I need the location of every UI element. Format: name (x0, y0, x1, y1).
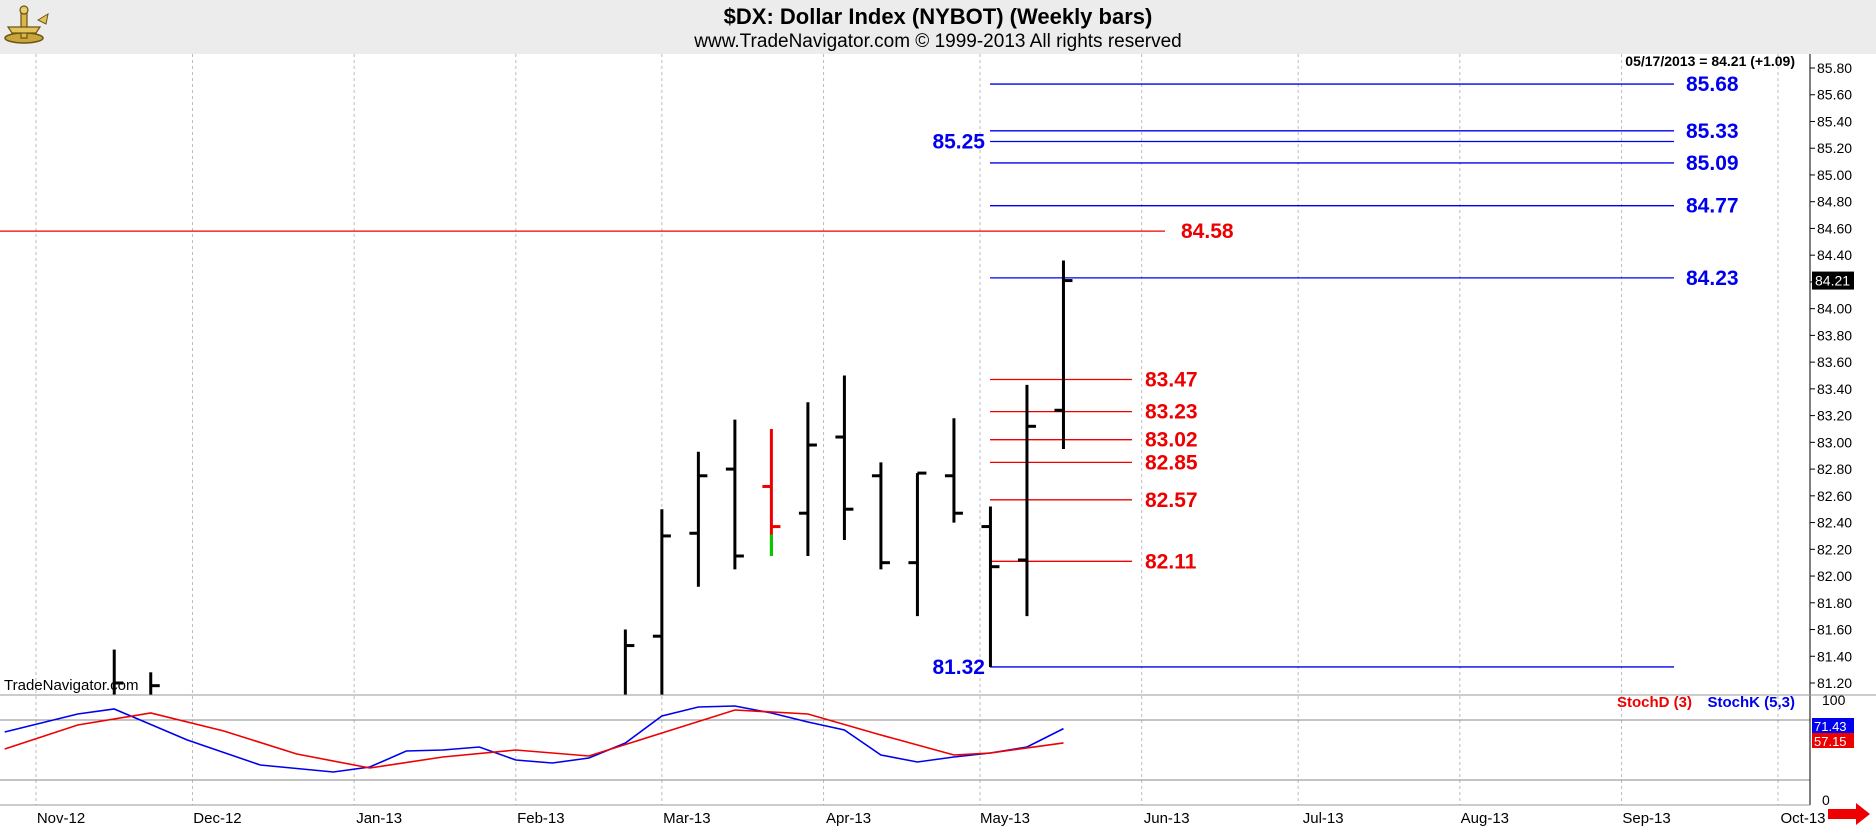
last-price-label: 84.21 (1815, 273, 1850, 289)
stochd-legend: StochD (3) (1617, 694, 1692, 711)
level-label: 81.32 (932, 656, 985, 679)
stoch-value-label: 57.15 (1814, 734, 1847, 749)
chart-subtitle: www.TradeNavigator.com © 1999-2013 All r… (694, 31, 1182, 52)
price-tick-label: 85.60 (1817, 87, 1852, 103)
level-label: 84.77 (1686, 195, 1739, 218)
price-tick-label: 82.00 (1817, 568, 1852, 584)
level-label: 82.11 (1145, 550, 1197, 573)
level-label: 85.68 (1686, 73, 1739, 96)
price-tick-label: 81.40 (1817, 648, 1852, 664)
price-tick-label: 83.20 (1817, 408, 1852, 424)
date-tick-label: Oct-13 (1780, 810, 1825, 827)
price-tick-label: 83.40 (1817, 381, 1852, 397)
fibonacci-levels: 85.68 85.33 85.25 85.09 84.77 84.58 84.23 83.47… (0, 73, 1739, 679)
date-tick-label: Dec-12 (193, 810, 241, 827)
price-axis: 81.20 81.40 81.60 81.80 82.00 82.20 82.40 82.60… (0, 54, 1876, 806)
level-label: 83.02 (1145, 429, 1198, 452)
date-tick-label: Jan-13 (356, 810, 402, 827)
price-tick-label: 85.20 (1817, 140, 1852, 156)
stoch-value-box (1812, 718, 1854, 733)
price-tick-label: 82.40 (1817, 515, 1852, 531)
level-label: 83.23 (1145, 401, 1198, 424)
stochk-legend: StochK (5,3) (1707, 694, 1795, 711)
date-tick-label: Sep-13 (1622, 810, 1670, 827)
price-tick-label: 84.40 (1817, 247, 1852, 263)
price-tick-label: 82.80 (1817, 461, 1852, 477)
price-readout: 05/17/2013 = 84.21 (+1.09) (1625, 54, 1795, 69)
watermark: TradeNavigator.com (4, 677, 139, 694)
price-tick-label: 84.60 (1817, 220, 1852, 236)
chart-title: $DX: Dollar Index (NYBOT) (Weekly bars) (723, 4, 1153, 29)
scroll-arrow-icon[interactable] (1828, 803, 1870, 825)
price-tick-label: 83.00 (1817, 434, 1852, 450)
price-tick-label: 85.80 (1817, 60, 1852, 76)
date-axis: Nov-12 Dec-12 Jan-13 Feb-13 Mar-13 Apr-13 May-… (37, 810, 1826, 827)
price-tick-label: 85.40 (1817, 113, 1852, 129)
date-tick-label: Apr-13 (826, 810, 871, 827)
dollar-index-chart: 85.68 85.33 85.25 85.09 84.77 84.58 84.23 83.47… (0, 54, 1876, 827)
stoch-value-box (1812, 733, 1854, 748)
price-tick-label: 84.00 (1817, 301, 1852, 317)
date-tick-label: Jun-13 (1144, 810, 1190, 827)
date-tick-label: Nov-12 (37, 810, 85, 827)
chart-header: $DX: Dollar Index (NYBOT) (Weekly bars) … (0, 0, 1876, 54)
price-tick-label: 82.20 (1817, 541, 1852, 557)
price-tick-label: 83.80 (1817, 327, 1852, 343)
level-label: 83.47 (1145, 369, 1198, 392)
price-tick-label: 83.60 (1817, 354, 1852, 370)
last-price-box (1812, 271, 1854, 290)
level-label: 84.23 (1686, 267, 1739, 290)
date-tick-label: Feb-13 (517, 810, 565, 827)
price-tick-label: 81.20 (1817, 675, 1852, 691)
stoch-tick-label: 0 (1822, 792, 1830, 808)
level-label: 85.09 (1686, 152, 1739, 175)
price-tick-label: 84.80 (1817, 194, 1852, 210)
stoch-value-label: 71.43 (1814, 719, 1847, 734)
date-tick-label: Aug-13 (1461, 810, 1509, 827)
grid-lines (35, 54, 1779, 805)
level-label: 82.57 (1145, 489, 1198, 512)
stoch-tick-label: 100 (1822, 692, 1846, 708)
level-label: 85.25 (932, 131, 985, 154)
date-tick-label: Mar-13 (663, 810, 711, 827)
price-tick-label: 82.60 (1817, 488, 1852, 504)
level-label: 85.33 (1686, 120, 1739, 143)
level-label: 82.85 (1145, 451, 1198, 474)
trade-navigator-logo (2, 2, 52, 52)
stoch-line (4, 709, 1064, 769)
price-tick-label: 81.80 (1817, 595, 1852, 611)
date-tick-label: May-13 (980, 810, 1030, 827)
price-tick-label: 81.60 (1817, 622, 1852, 638)
price-bars (112, 260, 1073, 695)
date-tick-label: Jul-13 (1303, 810, 1344, 827)
price-tick-label: 85.00 (1817, 167, 1852, 183)
level-label: 84.58 (1181, 220, 1234, 243)
